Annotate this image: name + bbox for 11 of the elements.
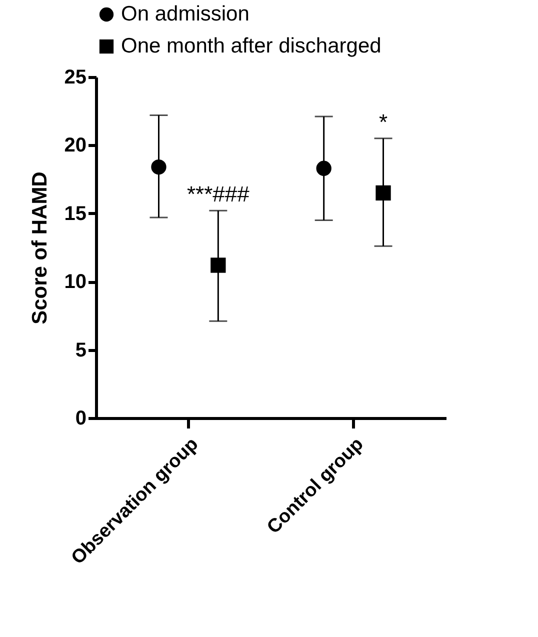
y-tick-label: 20 [64,134,86,157]
y-axis-title: Score of HAMD [28,172,52,324]
y-tick-label: 10 [64,271,86,294]
y-tick-label: 15 [64,202,86,225]
y-tick-label: 5 [75,339,86,362]
legend-label: On admission [121,2,250,26]
annotation: ***### [186,182,250,207]
annotation: * [378,109,388,134]
legend-label: One month after discharged [121,34,382,58]
y-tick-label: 25 [64,66,86,88]
y-tick-label: 0 [75,408,86,430]
